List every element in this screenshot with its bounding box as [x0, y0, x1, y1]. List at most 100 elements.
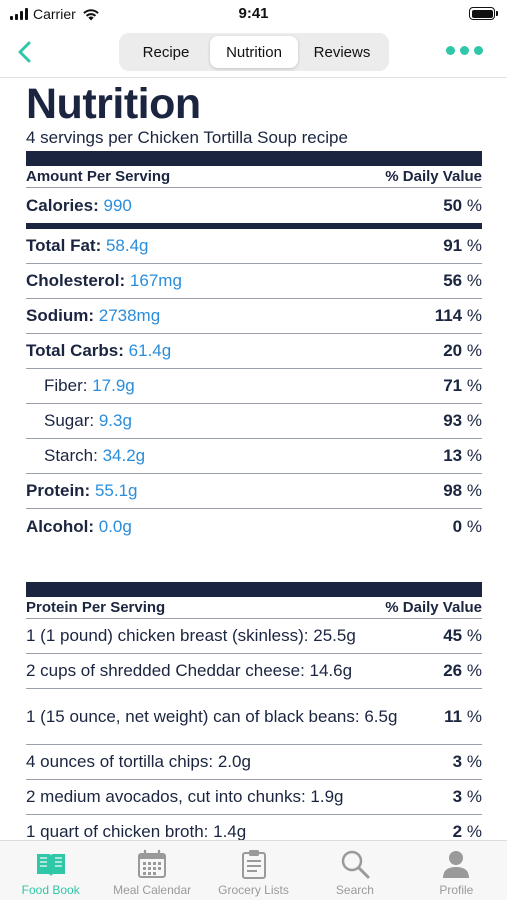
ingredient-percent: 3 — [452, 787, 463, 806]
table-header: Amount Per Serving % Daily Value — [26, 166, 482, 188]
nutrient-row-total-fat: Total Fat: 58.4g 91 % — [26, 229, 482, 264]
protein-row: 4 ounces of tortilla chips: 2.0g 3 % — [26, 745, 482, 780]
table-top-bar — [26, 582, 482, 597]
ingredient-percent: 26 — [443, 661, 463, 680]
ingredient-label: 1 (15 ounce, net weight) can of black be… — [26, 706, 398, 726]
nutrient-row-starch: Starch: 34.2g 13 % — [26, 439, 482, 474]
navigation-bar: Recipe Nutrition Reviews — [0, 28, 507, 78]
ingredient-percent: 11 — [444, 706, 463, 726]
page-title: Nutrition — [26, 80, 201, 128]
more-options-icon[interactable] — [446, 46, 483, 55]
nutrient-row-sugar: Sugar: 9.3g 93 % — [26, 404, 482, 439]
protein-breakdown-table: Protein Per Serving % Daily Value 1 (1 p… — [26, 582, 482, 840]
nutrient-percent: 98 — [443, 481, 463, 500]
nutrition-scroll-view[interactable]: Nutrition 4 servings per Chicken Tortill… — [0, 78, 507, 840]
nutrient-row-cholesterol: Cholesterol: 167mg 56 % — [26, 264, 482, 299]
table-header: Protein Per Serving % Daily Value — [26, 597, 482, 619]
protein-row: 1 quart of chicken broth: 1.4g 2 % — [26, 815, 482, 840]
nutrient-percent: 56 — [443, 271, 463, 290]
protein-row: 1 (15 ounce, net weight) can of black be… — [26, 689, 482, 745]
tab-search[interactable]: Search — [304, 841, 405, 900]
segmented-control: Recipe Nutrition Reviews — [119, 33, 389, 71]
calories-label: Calories: — [26, 195, 99, 215]
tab-label: Food Book — [21, 883, 80, 897]
book-icon — [36, 854, 65, 876]
nutrient-percent: 93 — [443, 411, 463, 430]
ingredient-label: 2 medium avocados, cut into chunks: 1.9g — [26, 787, 344, 806]
clipboard-icon — [241, 850, 266, 879]
ingredient-label: 2 cups of shredded Cheddar cheese: 14.6g — [26, 661, 353, 680]
nutrient-percent: 20 — [443, 341, 463, 360]
carrier-label: Carrier — [33, 6, 76, 22]
nutrient-value: 17.9g — [92, 376, 135, 395]
protein-per-serving-heading: Protein Per Serving — [26, 599, 166, 616]
nutrient-value: 55.1g — [94, 481, 138, 500]
nutrient-percent: 13 — [443, 446, 463, 465]
nutrient-row-fiber: Fiber: 17.9g 71 % — [26, 369, 482, 404]
search-icon — [341, 850, 370, 879]
nutrient-row-sodium: Sodium: 2738mg 114 % — [26, 299, 482, 334]
battery-icon — [469, 7, 498, 20]
nutrient-value: 2738mg — [98, 306, 161, 325]
ingredient-percent: 45 — [443, 626, 463, 645]
tab-grocery-lists[interactable]: Grocery Lists — [203, 841, 304, 900]
nutrient-label: Total Carbs: — [26, 341, 124, 360]
daily-value-heading: % Daily Value — [385, 599, 482, 616]
nutrient-value: 0.0g — [98, 516, 132, 536]
nutrient-label: Sugar: — [44, 411, 95, 430]
nutrient-percent: 71 — [443, 376, 463, 395]
ingredient-label: 4 ounces of tortilla chips: 2.0g — [26, 752, 251, 771]
calories-value: 990 — [103, 195, 132, 215]
person-icon — [443, 851, 470, 878]
protein-row: 2 cups of shredded Cheddar cheese: 14.6g… — [26, 654, 482, 689]
nutrient-value: 61.4g — [128, 341, 172, 360]
nutrient-label: Total Fat: — [26, 236, 102, 255]
ingredient-label: 1 (1 pound) chicken breast (skinless): 2… — [26, 626, 356, 645]
nutrient-percent: 91 — [443, 236, 463, 255]
tab-label: Profile — [439, 883, 474, 897]
nutrient-value: 9.3g — [98, 411, 132, 430]
calories-row: Calories: 990 50 % — [26, 195, 482, 215]
back-chevron-icon[interactable] — [12, 38, 40, 66]
nutrient-row-total-carbs: Total Carbs: 61.4g 20 % — [26, 334, 482, 369]
nutrition-facts-table: Amount Per Serving % Daily Value Calorie… — [26, 151, 482, 544]
tab-profile[interactable]: Profile — [406, 841, 507, 900]
clock: 9:41 — [238, 5, 269, 22]
nutrient-label: Cholesterol: — [26, 271, 126, 290]
protein-row: 1 (1 pound) chicken breast (skinless): 2… — [26, 619, 482, 654]
tab-label: Meal Calendar — [113, 883, 192, 897]
calories-percent: 50 — [443, 195, 463, 215]
tab-reviews[interactable]: Reviews — [313, 43, 371, 61]
status-bar: Carrier 9:41 — [0, 0, 507, 28]
servings-subtitle: 4 servings per Chicken Tortilla Soup rec… — [26, 128, 348, 147]
tab-food-book[interactable]: Food Book — [0, 841, 101, 900]
nutrient-label: Starch: — [44, 446, 98, 465]
calendar-icon — [138, 849, 167, 878]
wifi-icon — [82, 8, 99, 20]
nutrient-label: Alcohol: — [26, 516, 94, 536]
tab-recipe[interactable]: Recipe — [142, 43, 190, 61]
nutrient-label: Protein: — [26, 481, 91, 500]
ingredient-percent: 2 — [452, 822, 463, 840]
tab-label: Grocery Lists — [218, 883, 289, 897]
ingredient-percent: 3 — [452, 752, 463, 771]
signal-icon — [10, 8, 28, 20]
nutrient-row-alcohol: Alcohol: 0.0g 0 % — [26, 516, 482, 536]
ingredient-label: 1 quart of chicken broth: 1.4g — [26, 822, 247, 840]
table-top-bar — [26, 151, 482, 166]
tab-meal-calendar[interactable]: Meal Calendar — [101, 841, 202, 900]
nutrient-value: 34.2g — [102, 446, 146, 465]
tab-nutrition[interactable]: Nutrition — [210, 36, 298, 68]
nutrient-value: 58.4g — [105, 236, 149, 255]
nutrient-percent: 114 — [434, 306, 463, 325]
nutrient-label: Fiber: — [44, 376, 88, 395]
tab-label: Search — [335, 883, 374, 897]
daily-value-heading: % Daily Value — [385, 168, 482, 185]
nutrient-row-protein: Protein: 55.1g 98 % — [26, 474, 482, 509]
nutrient-label: Sodium: — [26, 306, 94, 325]
nutrient-value: 167mg — [129, 271, 182, 290]
tab-bar: Food Book Meal Calendar Grocery Lists Se… — [0, 840, 507, 900]
amount-per-serving-heading: Amount Per Serving — [26, 168, 171, 185]
protein-row: 2 medium avocados, cut into chunks: 1.9g… — [26, 780, 482, 815]
nutrient-percent: 0 — [452, 516, 463, 536]
